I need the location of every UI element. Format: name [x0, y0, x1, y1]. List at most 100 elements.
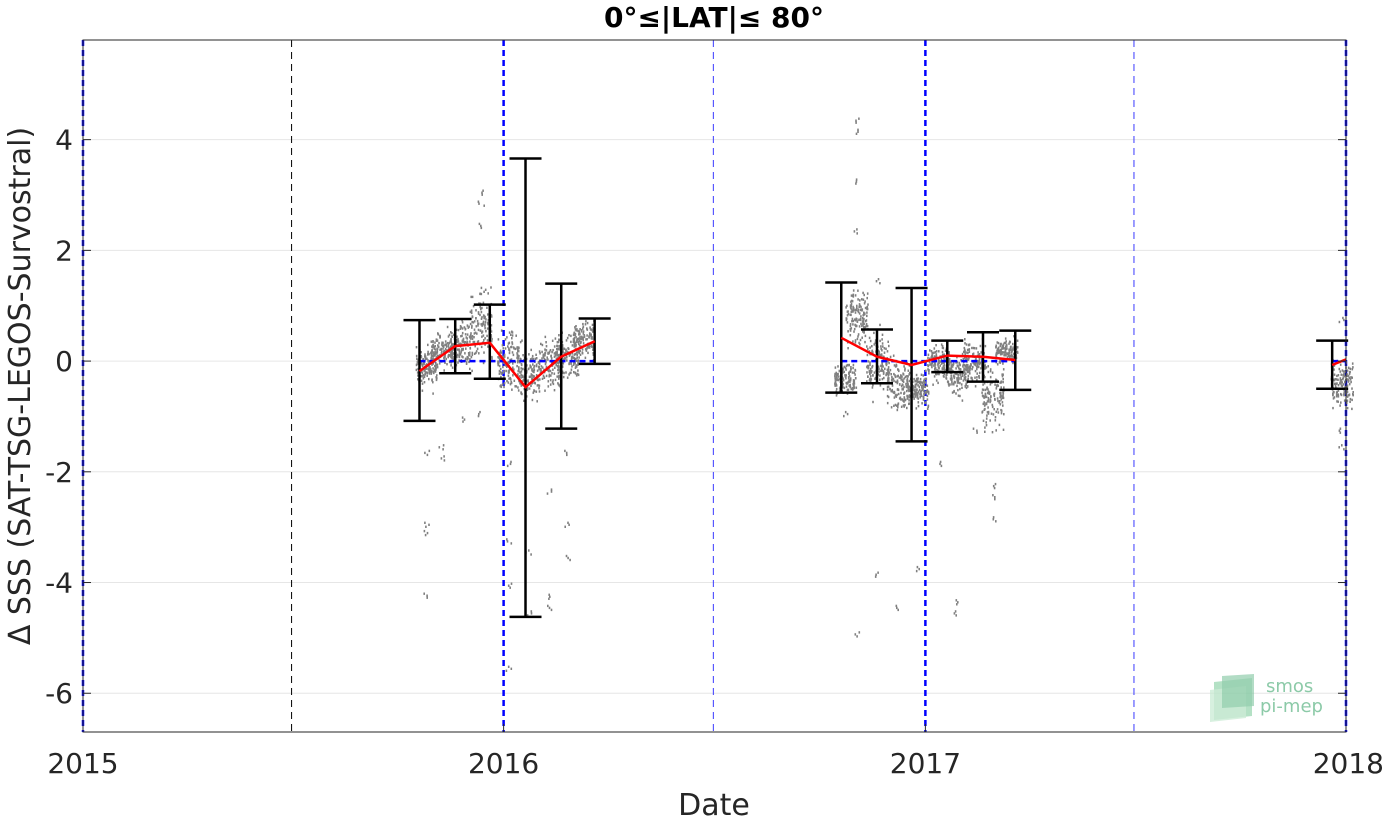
- scatter-point: [501, 371, 503, 375]
- scatter-point: [464, 341, 467, 344]
- scatter-point: [576, 340, 578, 344]
- scatter-point: [850, 294, 853, 297]
- scatter-point: [965, 365, 968, 369]
- scatter-point: [450, 352, 452, 355]
- scatter-point: [980, 357, 983, 361]
- scatter-point: [484, 337, 486, 340]
- scatter-point: [882, 345, 884, 348]
- scatter-point: [424, 371, 427, 374]
- scatter-point: [886, 401, 889, 405]
- scatter-point: [853, 379, 856, 382]
- scatter-point: [446, 325, 449, 329]
- scatter-point: [847, 330, 849, 333]
- scatter-point: [943, 356, 945, 360]
- scatter-point: [939, 360, 942, 363]
- scatter-point: [581, 335, 583, 338]
- scatter-point: [545, 349, 548, 352]
- scatter-point: [917, 384, 919, 387]
- scatter-point: [915, 388, 918, 391]
- scatter-point: [943, 367, 946, 371]
- scatter-point: [550, 488, 553, 491]
- scatter-point: [421, 370, 423, 374]
- scatter-point: [592, 346, 595, 349]
- scatter-point: [1341, 384, 1344, 388]
- scatter-point: [927, 356, 929, 360]
- scatter-point: [462, 356, 464, 359]
- scatter-point: [937, 362, 939, 365]
- scatter-point: [420, 351, 422, 354]
- scatter-point: [916, 396, 918, 399]
- scatter-point: [564, 449, 566, 453]
- scatter-point: [1002, 392, 1005, 395]
- scatter-point: [983, 395, 986, 399]
- scatter-point: [999, 395, 1001, 399]
- scatter-point: [901, 388, 903, 391]
- scatter-point: [993, 393, 995, 396]
- scatter-point: [1337, 395, 1340, 398]
- scatter-point: [512, 353, 515, 357]
- scatter-point: [485, 330, 487, 333]
- scatter-point: [561, 365, 564, 368]
- scatter-point: [834, 384, 836, 387]
- scatter-point: [933, 347, 936, 350]
- scatter-point: [912, 388, 914, 391]
- scatter-point: [591, 323, 594, 327]
- scatter-point: [891, 375, 893, 379]
- scatter-point: [858, 117, 860, 120]
- scatter-point: [861, 317, 864, 320]
- scatter-point: [536, 400, 538, 403]
- scatter-point: [548, 352, 550, 355]
- scatter-point: [421, 372, 424, 375]
- scatter-point: [868, 370, 871, 373]
- scatter-point: [943, 358, 945, 361]
- scatter-point: [963, 364, 966, 367]
- scatter-point: [456, 355, 458, 359]
- scatter-point: [555, 361, 558, 364]
- scatter-point: [992, 518, 995, 521]
- scatter-point: [430, 353, 433, 356]
- scatter-point: [925, 390, 927, 393]
- scatter-point: [980, 367, 982, 370]
- scatter-point: [914, 391, 917, 394]
- scatter-point: [944, 369, 947, 372]
- scatter-point: [567, 521, 569, 524]
- scatter-point: [942, 365, 945, 368]
- scatter-point: [590, 328, 593, 331]
- scatter-point: [521, 375, 524, 378]
- scatter-point: [968, 343, 971, 346]
- scatter-point: [592, 328, 595, 331]
- scatter-point: [535, 357, 538, 360]
- scatter-point: [870, 378, 873, 381]
- scatter-point: [953, 612, 956, 615]
- scatter-point: [554, 337, 557, 340]
- scatter-point: [915, 383, 918, 386]
- scatter-point: [487, 313, 489, 316]
- scatter-point: [1013, 352, 1015, 355]
- scatter-point: [848, 376, 850, 380]
- scatter-point: [1009, 348, 1011, 352]
- scatter-point: [874, 377, 876, 380]
- scatter-point: [1343, 318, 1345, 322]
- scatter-point: [908, 399, 910, 402]
- scatter-point: [989, 368, 992, 371]
- scatter-point: [917, 377, 919, 380]
- scatter-point: [1005, 345, 1007, 348]
- scatter-point: [994, 383, 996, 386]
- scatter-point: [933, 375, 936, 378]
- scatter-point: [981, 410, 984, 413]
- scatter-point: [430, 368, 432, 371]
- scatter-point: [491, 337, 493, 341]
- scatter-point: [846, 388, 849, 391]
- scatter-point: [928, 360, 931, 364]
- scatter-point: [490, 340, 493, 343]
- scatter-point: [984, 367, 987, 370]
- scatter-point: [582, 336, 584, 339]
- scatter-point: [961, 374, 964, 377]
- scatter-point: [949, 377, 952, 380]
- scatter-point: [579, 337, 581, 340]
- scatter-point: [570, 361, 572, 364]
- scatter-point: [591, 330, 594, 333]
- scatter-point: [486, 306, 488, 309]
- scatter-point: [989, 370, 992, 373]
- scatter-point: [960, 383, 963, 386]
